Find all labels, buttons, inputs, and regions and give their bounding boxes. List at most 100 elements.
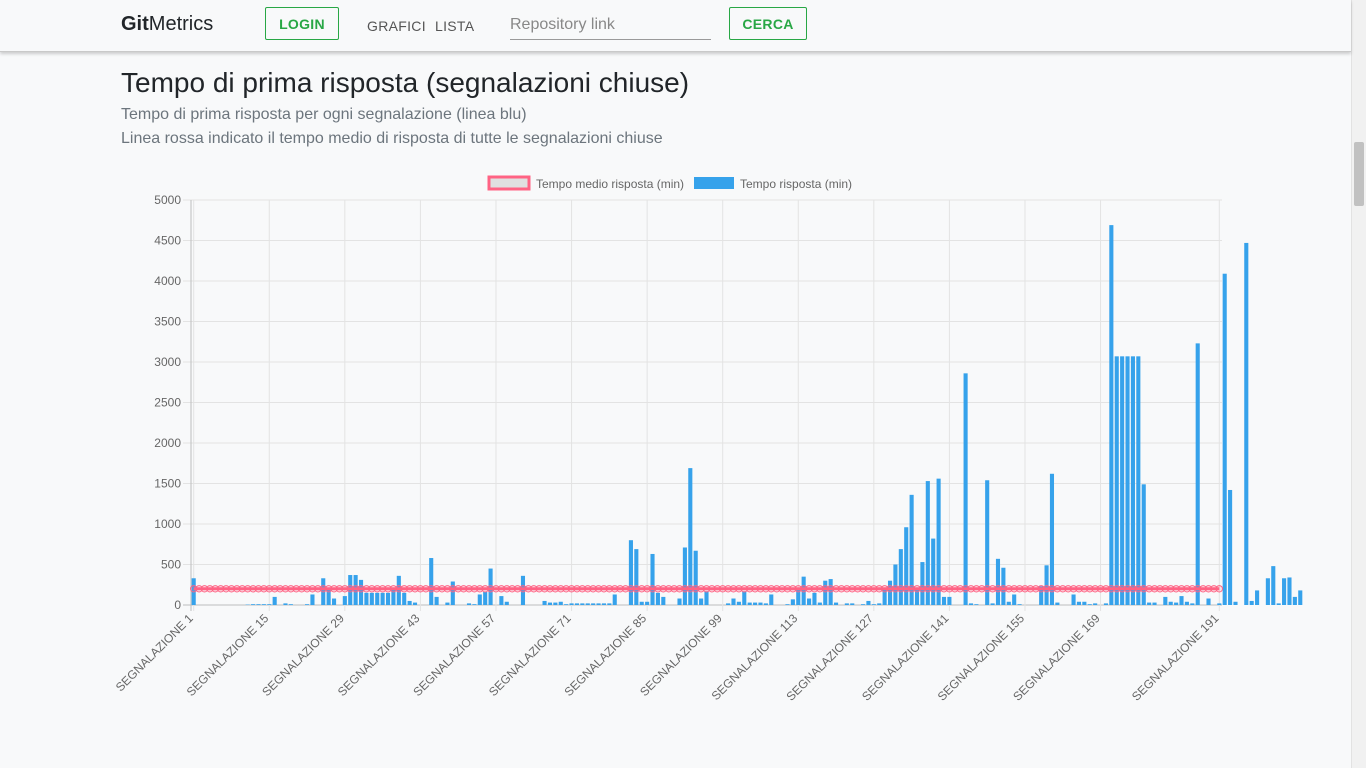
average-point[interactable] (1096, 585, 1105, 593)
bar-tempo-risposta[interactable] (547, 602, 553, 605)
bar-tempo-risposta[interactable] (682, 547, 687, 605)
bar-tempo-risposta[interactable] (483, 592, 488, 605)
average-point[interactable] (956, 585, 964, 593)
bar-tempo-risposta[interactable] (1265, 578, 1270, 605)
average-point[interactable] (621, 585, 630, 593)
bar-tempo-risposta[interactable] (564, 604, 569, 605)
bar-tempo-risposta[interactable] (904, 527, 909, 605)
bar-tempo-risposta[interactable] (1012, 594, 1017, 605)
average-point[interactable] (189, 585, 198, 593)
bar-tempo-risposta[interactable] (1103, 603, 1108, 605)
average-point[interactable] (557, 585, 565, 593)
bar-tempo-risposta[interactable] (807, 598, 812, 605)
bar-tempo-risposta[interactable] (661, 596, 666, 605)
bar-tempo-risposta[interactable] (1076, 601, 1082, 605)
bar-tempo-risposta[interactable] (445, 602, 450, 605)
bar-tempo-risposta[interactable] (628, 540, 633, 605)
average-point[interactable] (465, 585, 473, 593)
average-point[interactable] (492, 585, 500, 593)
bar-tempo-risposta[interactable] (607, 603, 612, 605)
average-point[interactable] (1118, 585, 1126, 593)
average-point[interactable] (211, 585, 219, 593)
average-point[interactable] (449, 585, 457, 593)
bar-tempo-risposta[interactable] (429, 558, 434, 605)
average-point[interactable] (702, 585, 711, 593)
average-point[interactable] (281, 585, 290, 593)
average-point[interactable] (708, 585, 716, 593)
average-point[interactable] (238, 585, 246, 593)
average-point[interactable] (222, 585, 230, 593)
average-point[interactable] (945, 585, 954, 593)
average-point[interactable] (454, 585, 462, 593)
average-point[interactable] (594, 585, 603, 593)
average-point[interactable] (745, 585, 754, 593)
bar-tempo-risposta[interactable] (1120, 356, 1125, 605)
average-point[interactable] (1059, 585, 1067, 593)
average-point[interactable] (438, 585, 446, 593)
average-point[interactable] (853, 585, 862, 593)
average-point[interactable] (643, 585, 651, 593)
bar-tempo-risposta[interactable] (639, 601, 644, 605)
bar-tempo-risposta[interactable] (558, 601, 563, 605)
bar-tempo-risposta[interactable] (1055, 602, 1060, 605)
average-point[interactable] (740, 585, 748, 593)
average-point[interactable] (951, 585, 959, 593)
average-point[interactable] (416, 585, 425, 593)
average-point[interactable] (351, 585, 360, 593)
bar-tempo-risposta[interactable] (1006, 601, 1011, 605)
average-point[interactable] (994, 585, 1002, 593)
average-point[interactable] (697, 585, 705, 593)
bar-tempo-risposta[interactable] (887, 580, 893, 605)
average-point[interactable] (276, 585, 284, 593)
bar-tempo-risposta[interactable] (812, 592, 817, 605)
average-point[interactable] (389, 585, 398, 593)
bar-tempo-risposta[interactable] (520, 575, 526, 605)
average-point[interactable] (1188, 585, 1197, 593)
nav-link-grafici[interactable]: GRAFICI (367, 18, 426, 34)
average-point[interactable] (535, 585, 543, 593)
bar-tempo-risposta[interactable] (385, 592, 391, 605)
bar-tempo-risposta[interactable] (1071, 594, 1076, 605)
bar-tempo-risposta[interactable] (909, 494, 914, 605)
average-point[interactable] (692, 585, 700, 593)
average-point[interactable] (341, 585, 349, 593)
average-point[interactable] (1075, 585, 1083, 593)
bar-tempo-risposta[interactable] (677, 598, 682, 605)
bar-tempo-risposta[interactable] (974, 604, 979, 605)
average-point[interactable] (638, 585, 646, 593)
average-point[interactable] (735, 585, 743, 593)
average-point[interactable] (524, 585, 533, 593)
bar-tempo-risposta[interactable] (823, 580, 828, 605)
average-point[interactable] (767, 585, 775, 593)
average-point[interactable] (1015, 585, 1024, 593)
average-point[interactable] (897, 585, 905, 593)
bar-tempo-risposta[interactable] (1287, 577, 1292, 605)
average-point[interactable] (983, 585, 991, 593)
bar-tempo-risposta[interactable] (790, 599, 795, 605)
average-point[interactable] (254, 585, 263, 593)
bar-tempo-risposta[interactable] (920, 562, 925, 605)
average-point[interactable] (335, 585, 344, 593)
bar-tempo-risposta[interactable] (1190, 603, 1195, 605)
average-point[interactable] (843, 585, 851, 593)
bar-tempo-risposta[interactable] (283, 603, 288, 605)
bar-tempo-risposta[interactable] (1206, 598, 1211, 605)
average-point[interactable] (319, 585, 327, 593)
average-point[interactable] (519, 585, 527, 593)
bar-tempo-risposta[interactable] (369, 592, 374, 605)
average-point[interactable] (929, 585, 937, 593)
bar-tempo-risposta[interactable] (1195, 343, 1200, 605)
legend-swatch-tempo-risposta[interactable] (694, 177, 734, 189)
average-point[interactable] (1177, 585, 1186, 593)
average-point[interactable] (1172, 585, 1180, 593)
average-point[interactable] (670, 585, 678, 593)
bar-tempo-risposta[interactable] (1152, 602, 1157, 605)
bar-tempo-risposta[interactable] (1049, 473, 1055, 605)
average-point[interactable] (611, 585, 619, 593)
average-point[interactable] (859, 585, 867, 593)
bar-tempo-risposta[interactable] (1017, 604, 1022, 605)
average-point[interactable] (200, 585, 209, 593)
brand-logo[interactable]: GitMetrics (121, 13, 214, 35)
average-point[interactable] (886, 585, 894, 593)
average-point[interactable] (308, 585, 317, 593)
